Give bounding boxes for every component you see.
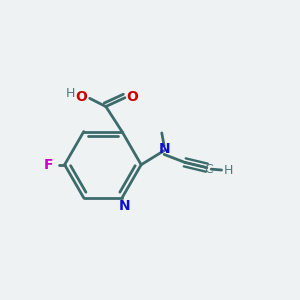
Text: O: O [126,90,138,104]
Text: C: C [204,163,213,176]
Text: N: N [158,142,170,156]
Text: H: H [66,86,76,100]
Text: F: F [44,158,53,172]
Text: O: O [76,90,87,104]
Text: H: H [223,164,233,177]
Text: N: N [118,199,130,213]
